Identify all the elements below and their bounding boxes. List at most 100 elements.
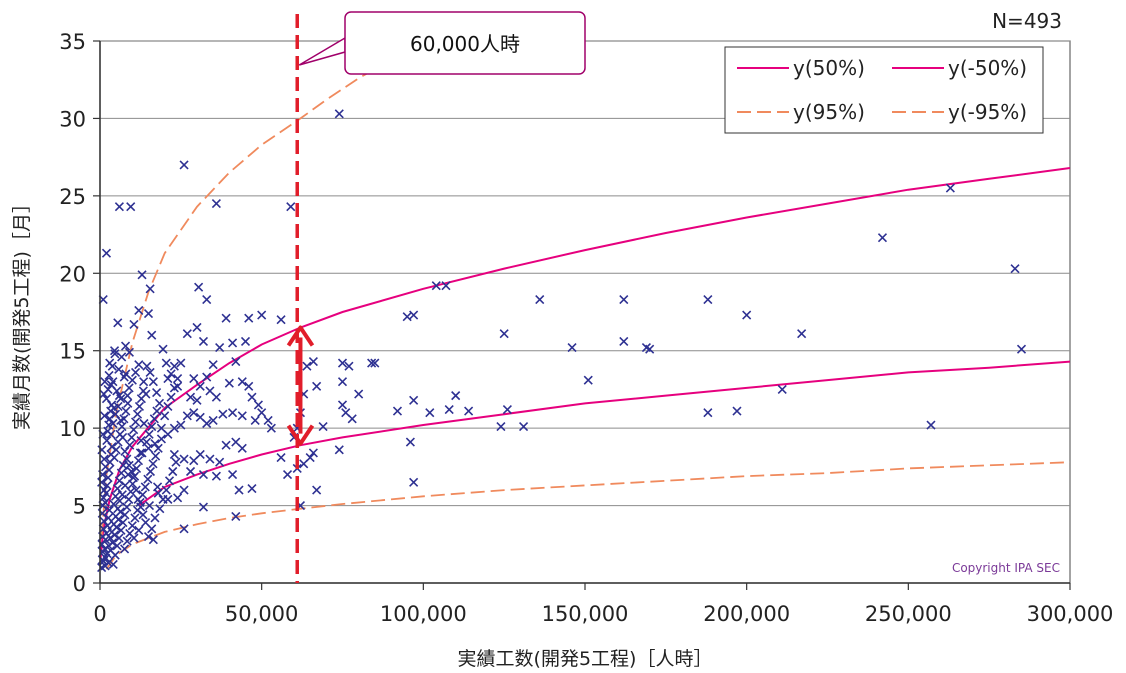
data-point	[134, 401, 145, 412]
data-point	[253, 400, 263, 410]
data-point	[211, 392, 221, 402]
data-point	[619, 295, 629, 305]
data-point	[158, 344, 168, 354]
data-point	[103, 473, 113, 483]
data-point	[127, 521, 137, 531]
data-point	[163, 374, 173, 384]
data-point	[198, 470, 209, 480]
callout-label: 60,000人時	[410, 32, 520, 56]
data-point	[208, 415, 218, 425]
x-tick-label: 250,000	[865, 602, 952, 626]
data-point	[337, 377, 348, 387]
data-point	[142, 361, 152, 371]
data-point	[102, 549, 112, 559]
data-point	[149, 414, 159, 424]
data-point	[113, 318, 123, 328]
data-point	[143, 308, 154, 319]
data-point	[392, 406, 403, 416]
data-point	[129, 319, 139, 329]
data-point	[145, 367, 155, 377]
data-point	[173, 374, 183, 384]
data-point	[102, 521, 113, 531]
data-point	[129, 425, 139, 435]
data-point	[141, 518, 151, 528]
data-point	[237, 443, 247, 453]
data-point	[425, 408, 435, 418]
y-tick-label: 15	[59, 340, 86, 364]
data-point	[101, 394, 112, 404]
data-point	[108, 559, 118, 569]
data-point	[499, 329, 509, 339]
data-point	[263, 415, 273, 425]
data-point	[152, 482, 163, 492]
data-point	[195, 412, 205, 422]
data-point	[117, 352, 127, 362]
data-point	[127, 432, 137, 442]
data-point	[134, 360, 144, 370]
data-point	[198, 336, 209, 346]
data-point	[150, 439, 160, 449]
data-point	[189, 408, 199, 418]
data-point	[334, 445, 344, 455]
data-point	[182, 411, 192, 421]
data-point	[110, 550, 120, 560]
y-axis-title: 実績月数(開発5工程)［月］	[11, 194, 33, 430]
data-point	[703, 408, 713, 418]
data-point	[155, 504, 165, 514]
data-point	[148, 377, 158, 387]
data-point	[134, 305, 144, 316]
data-point	[176, 420, 186, 430]
data-point	[100, 462, 111, 472]
data-point	[312, 381, 322, 391]
data-point	[282, 470, 293, 480]
legend-label: y(50%)	[793, 56, 865, 80]
data-point	[127, 375, 137, 385]
data-point	[444, 404, 454, 415]
data-point	[100, 497, 110, 508]
data-point	[195, 381, 205, 391]
copyright-text: Copyright IPA SEC	[952, 561, 1060, 575]
x-tick-label: 0	[93, 602, 106, 626]
data-point	[218, 409, 228, 419]
data-point	[122, 536, 132, 546]
range-arrow-head-bottom	[286, 424, 315, 446]
data-point	[148, 459, 158, 469]
data-point	[215, 343, 225, 353]
callout-pointer-cover	[347, 39, 352, 51]
data-point	[451, 391, 461, 401]
data-point	[431, 281, 441, 291]
data-point	[302, 361, 312, 371]
data-point	[116, 394, 126, 404]
data-point	[334, 109, 344, 119]
data-point	[409, 395, 419, 405]
data-point	[120, 446, 130, 456]
data-point	[192, 395, 202, 405]
data-point	[116, 415, 126, 425]
data-point	[118, 432, 128, 442]
data-point	[247, 392, 257, 402]
data-point	[136, 435, 146, 446]
data-point	[114, 364, 124, 374]
y-tick-label: 30	[59, 107, 86, 131]
data-point	[131, 463, 142, 473]
data-point	[139, 418, 149, 429]
data-point	[147, 330, 157, 340]
data-point	[104, 541, 114, 551]
data-point	[148, 535, 158, 545]
data-point	[367, 358, 377, 368]
data-point	[244, 381, 254, 391]
data-point	[116, 468, 126, 478]
data-point	[105, 414, 115, 424]
x-tick-label: 200,000	[703, 602, 790, 626]
data-point	[137, 448, 147, 458]
data-point	[354, 389, 364, 399]
data-point	[144, 501, 155, 511]
data-point	[124, 347, 134, 357]
data-point	[111, 445, 121, 455]
data-point	[228, 338, 238, 348]
data-point	[126, 466, 136, 477]
data-point	[141, 389, 151, 399]
legend-label: y(95%)	[793, 100, 865, 124]
data-point	[133, 456, 144, 466]
data-point	[126, 202, 136, 212]
